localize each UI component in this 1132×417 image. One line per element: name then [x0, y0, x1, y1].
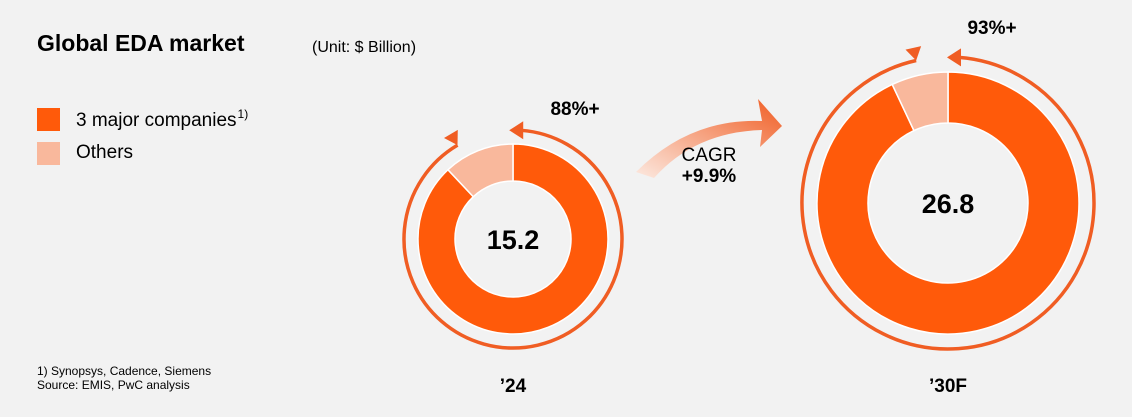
donut-total-2030f: 26.8	[922, 189, 975, 219]
legend-footnote-marker: 1)	[237, 106, 249, 121]
cagr-arrow	[636, 99, 782, 178]
unit-label: (Unit: $ Billion)	[312, 39, 417, 56]
chart-layer: 15.2 88%+ ’24 26.8 93%+ ’30F	[402, 18, 1096, 397]
donut-slice-major-2024	[417, 143, 609, 335]
year-label-2030f: ’30F	[929, 376, 967, 397]
share-arrowhead-left-2024	[509, 121, 524, 140]
share-label-2030f: 93%+	[967, 18, 1016, 39]
share-arc-2024	[402, 128, 624, 350]
cagr-value: +9.9%	[682, 166, 737, 187]
footnote-companies: 1) Synopsys, Cadence, Siemens	[37, 364, 212, 378]
chart-title: Global EDA market	[37, 30, 245, 56]
donut-slice-others-2024	[446, 143, 514, 198]
donut-slice-others-2030f	[891, 71, 949, 132]
legend-label-major: 3 major companies1)	[76, 107, 248, 132]
share-arrowhead-left-2030f	[946, 48, 961, 67]
legend-swatch-major	[37, 107, 60, 131]
legend-label-major-text: 3 major companies	[76, 109, 237, 131]
legend-label-others: Others	[76, 142, 134, 163]
legend: 3 major companies1) Others	[37, 102, 248, 170]
donut-slice-major-2030f	[816, 71, 1080, 335]
legend-item-major: 3 major companies1)	[37, 102, 248, 136]
share-label-2024: 88%+	[550, 99, 599, 120]
legend-item-others: Others	[37, 136, 248, 170]
donut-total-2024: 15.2	[487, 225, 540, 255]
share-arc-2030f	[800, 55, 1096, 351]
legend-swatch-others	[37, 141, 60, 165]
footnote: 1) Synopsys, Cadence, Siemens Source: EM…	[37, 364, 211, 392]
share-arrowhead-right-2030f	[905, 46, 922, 61]
year-label-2024: ’24	[500, 376, 527, 397]
footnote-source: Source: EMIS, PwC analysis	[37, 378, 190, 392]
cagr-label: CAGR	[682, 145, 737, 166]
share-arrowhead-right-2024	[444, 129, 458, 146]
